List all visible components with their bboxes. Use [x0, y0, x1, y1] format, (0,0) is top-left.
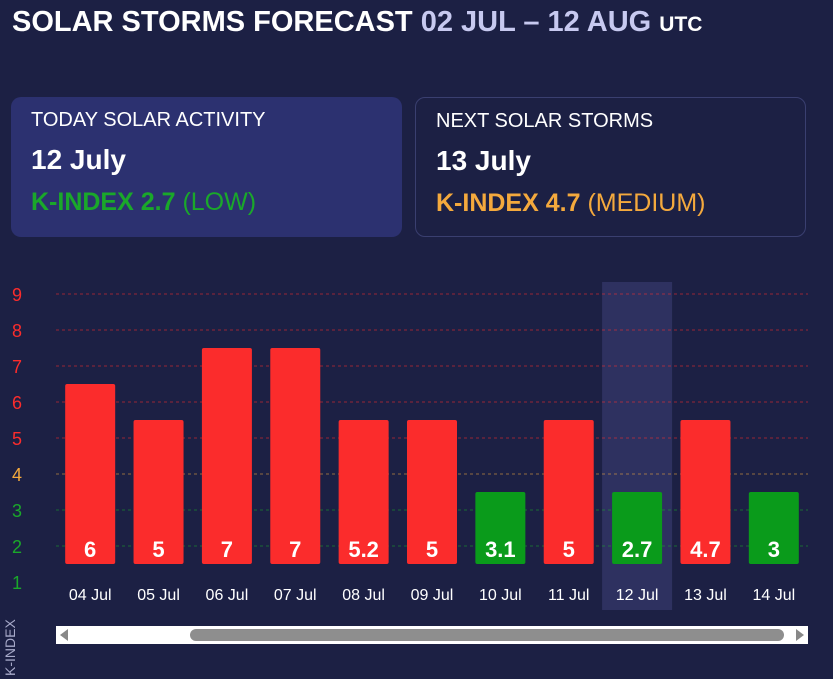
next-card-label: NEXT SOLAR STORMS — [436, 110, 654, 132]
next-storm-date: 13 July — [436, 145, 531, 176]
bar-value-label: 4.7 — [690, 537, 721, 562]
scroll-right-arrow-icon[interactable] — [796, 629, 804, 641]
x-tick-label: 09 Jul — [411, 587, 454, 604]
bar-value-label: 2.7 — [622, 537, 653, 562]
x-tick-label: 13 Jul — [684, 587, 727, 604]
chart-scrollbar[interactable] — [56, 626, 808, 644]
today-kindex-value: K-INDEX 2.7 — [31, 188, 176, 216]
bar — [133, 420, 184, 564]
x-tick-label: 06 Jul — [206, 587, 249, 604]
y-tick-label: 3 — [12, 501, 22, 521]
x-tick-label: 04 Jul — [69, 587, 112, 604]
x-tick-label: 08 Jul — [342, 587, 385, 604]
today-date: 12 July — [31, 144, 126, 175]
bar — [270, 348, 321, 564]
bar-value-label: 6 — [84, 537, 96, 562]
today-kindex: K-INDEX 2.7 (LOW) — [31, 188, 382, 217]
next-kindex-value: K-INDEX 4.7 — [436, 189, 581, 217]
today-card-label: TODAY SOLAR ACTIVITY — [31, 109, 266, 131]
title-text: SOLAR STORMS FORECAST — [12, 6, 413, 38]
x-tick-label: 11 Jul — [548, 587, 590, 604]
next-storm-card: NEXT SOLAR STORMS 13 July K-INDEX 4.7 (M… — [415, 97, 806, 237]
kindex-bar-chart: 1 2 3 4 5 6 7 8 9 6 04 Jul 5 05 Jul 7 06 Jul 7 07 Jul 5.2… — [12, 282, 808, 610]
y-tick-label: 7 — [12, 357, 22, 377]
bar-value-label: 3.1 — [485, 537, 516, 562]
date-range: 02 JUL – 12 AUG — [420, 6, 652, 38]
bar — [748, 492, 799, 564]
today-activity-card: TODAY SOLAR ACTIVITY 12 July K-INDEX 2.7… — [11, 97, 402, 237]
bar — [475, 492, 526, 564]
bar — [543, 420, 594, 564]
scrollbar-thumb[interactable] — [190, 629, 784, 641]
bar — [680, 420, 731, 564]
bar — [201, 348, 252, 564]
bar-value-label: 3 — [768, 537, 780, 562]
bar — [612, 492, 663, 564]
x-tick-label: 07 Jul — [274, 587, 317, 604]
today-level: (LOW) — [182, 188, 257, 216]
x-tick-label: 14 Jul — [752, 587, 795, 604]
y-tick-label: 5 — [12, 429, 22, 449]
bar — [65, 384, 116, 564]
bar-value-label: 5 — [426, 537, 438, 562]
bar-value-label: 5 — [563, 537, 575, 562]
bar-value-label: 5 — [152, 537, 164, 562]
next-level: (MEDIUM) — [587, 189, 706, 217]
y-tick-label: 4 — [12, 465, 22, 485]
y-tick-label: 8 — [12, 321, 22, 341]
y-tick-label: 9 — [12, 285, 22, 305]
bar — [407, 420, 457, 564]
bar — [338, 420, 389, 564]
bar-value-label: 7 — [221, 537, 233, 562]
y-tick-label: 1 — [12, 573, 22, 593]
bar-value-label: 7 — [289, 537, 301, 562]
y-axis-label: K-INDEX — [2, 619, 18, 676]
x-tick-label: 12 Jul — [616, 587, 659, 604]
y-tick-label: 2 — [12, 537, 22, 557]
y-tick-label: 6 — [12, 393, 22, 413]
page-title: SOLAR STORMS FORECAST 02 JUL – 12 AUG UT… — [12, 6, 702, 39]
x-tick-label: 10 Jul — [479, 587, 522, 604]
bar-value-label: 5.2 — [348, 537, 379, 562]
y-axis-title: K-INDEX — [2, 619, 18, 676]
next-kindex: K-INDEX 4.7 (MEDIUM) — [436, 189, 785, 218]
x-tick-label: 05 Jul — [137, 587, 180, 604]
timezone-label: UTC — [659, 13, 703, 36]
scroll-left-arrow-icon[interactable] — [60, 629, 68, 641]
